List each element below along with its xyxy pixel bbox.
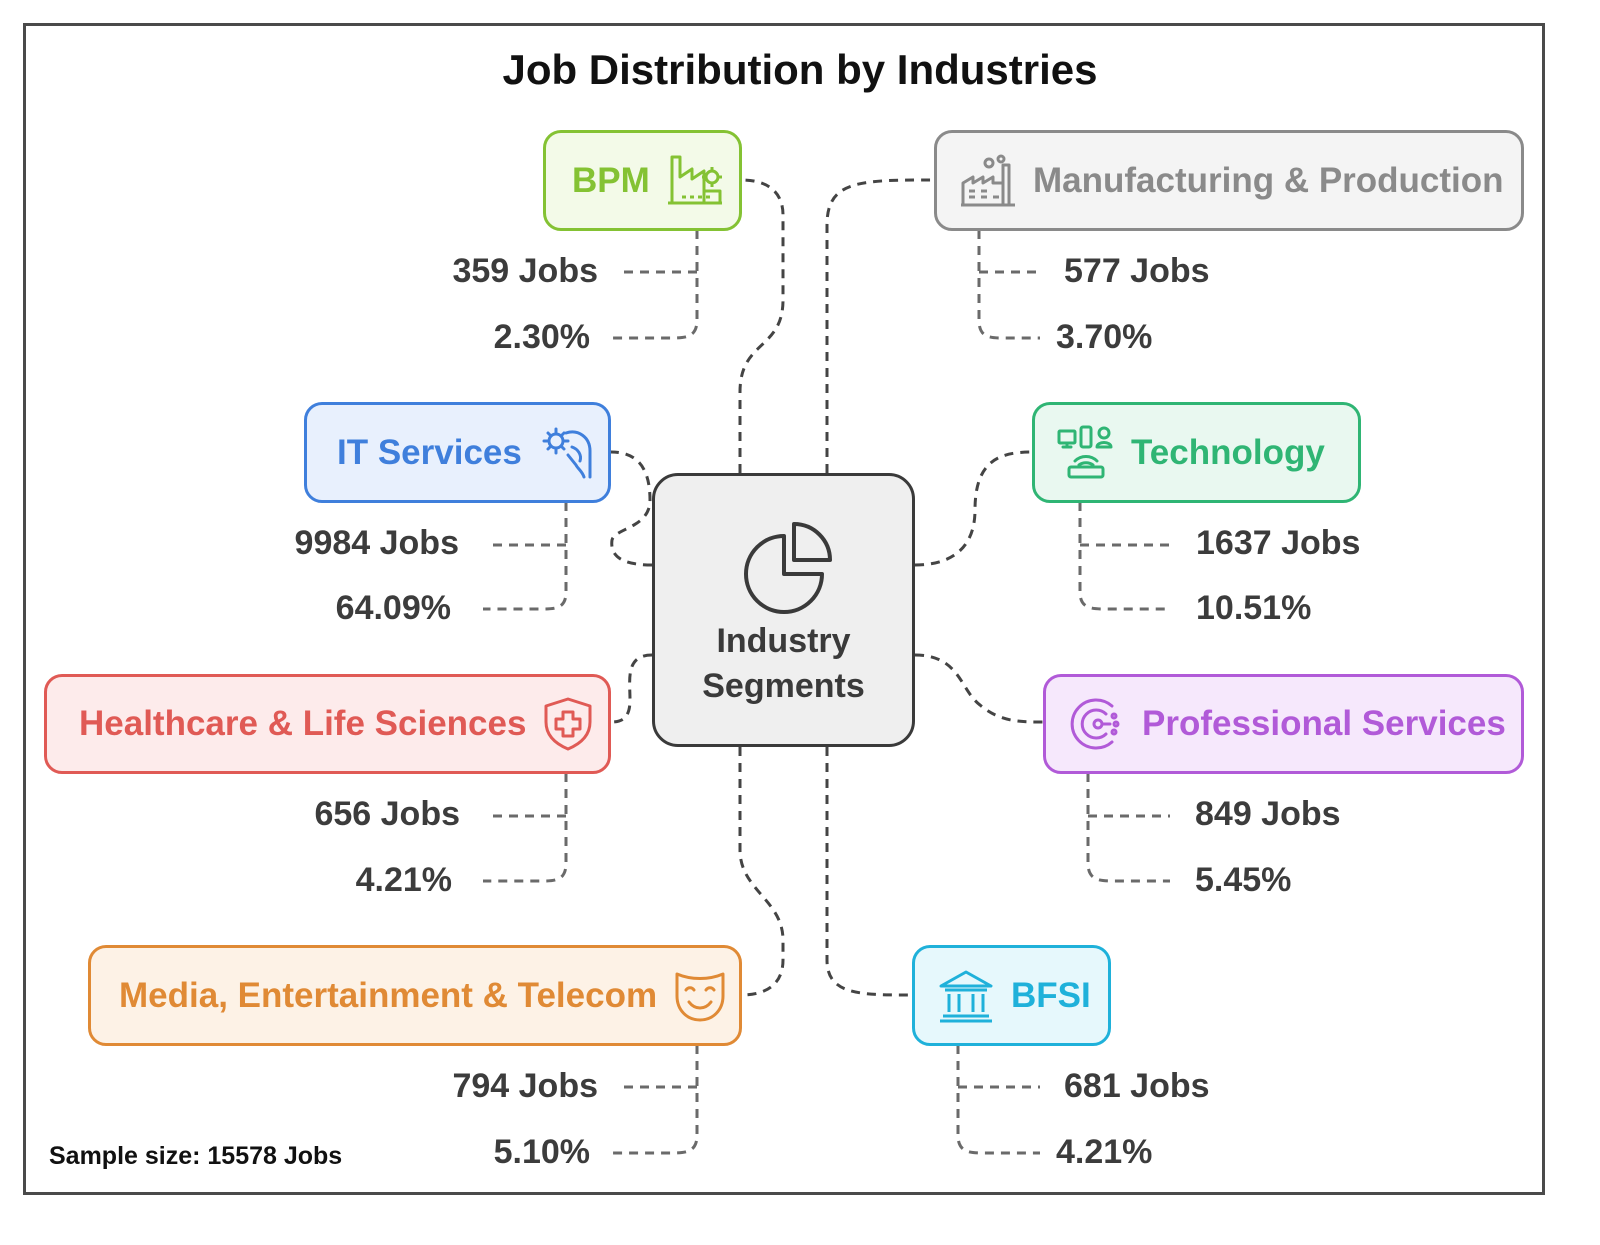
hand-gear-icon	[542, 427, 592, 478]
segment-box-media: Media, Entertainment & Telecom	[88, 945, 742, 1046]
pie-chart-icon	[744, 522, 832, 614]
stat-pct-professional: 5.45%	[1195, 861, 1292, 899]
stat-pct-bpm: 2.30%	[493, 318, 590, 356]
stat-jobs-media: 794 Jobs	[452, 1067, 598, 1105]
segment-label-healthcare: Healthcare & Life Sciences	[79, 704, 527, 743]
stat-pct-manufacturing: 3.70%	[1056, 318, 1153, 356]
segment-label-manufacturing: Manufacturing & Production	[1033, 160, 1504, 200]
segment-box-bpm: BPM	[543, 130, 742, 231]
stat-line-manufacturing	[977, 230, 1040, 340]
segment-label-technology: Technology	[1131, 432, 1325, 472]
connector-bfsi	[825, 747, 913, 997]
segment-label-bpm: BPM	[572, 160, 650, 200]
stat-line-technology	[1078, 502, 1170, 611]
stat-jobs-manufacturing: 577 Jobs	[1064, 252, 1210, 290]
bank-icon	[939, 970, 993, 1022]
stat-pct-technology: 10.51%	[1196, 589, 1312, 627]
connector-manufacturing	[825, 178, 935, 473]
shield-cross-icon	[544, 697, 592, 751]
segment-label-bfsi: BFSI	[1011, 975, 1091, 1015]
stat-pct-it: 64.09%	[335, 589, 451, 627]
stat-jobs-bpm: 359 Jobs	[452, 252, 598, 290]
industry-segments-node: Industry Segments	[652, 473, 915, 747]
stat-pct-media: 5.10%	[493, 1133, 590, 1171]
stat-jobs-it: 9984 Jobs	[294, 524, 459, 562]
segment-box-technology: Technology	[1032, 402, 1361, 503]
stat-jobs-bfsi: 681 Jobs	[1064, 1067, 1210, 1105]
stat-line-bfsi	[956, 1045, 1040, 1155]
stat-jobs-professional: 849 Jobs	[1195, 795, 1341, 833]
segment-label-media: Media, Entertainment & Telecom	[119, 975, 658, 1015]
mask-icon	[675, 972, 725, 1021]
diagram-title: Job Distribution by Industries	[502, 46, 1098, 93]
center-label-line2: Segments	[702, 667, 865, 705]
stat-line-professional	[1086, 773, 1170, 883]
segment-label-professional: Professional Services	[1142, 704, 1506, 743]
stat-line-it	[483, 502, 568, 611]
center-label-line1: Industry	[716, 622, 851, 660]
connector-technology	[914, 450, 1033, 567]
sample-size-note: Sample size: 15578 Jobs	[49, 1142, 343, 1170]
stat-jobs-healthcare: 656 Jobs	[314, 795, 460, 833]
stat-line-healthcare	[483, 773, 568, 883]
connector-healthcare	[610, 653, 653, 724]
stat-jobs-technology: 1637 Jobs	[1196, 524, 1361, 562]
segment-box-manufacturing: Manufacturing & Production	[934, 130, 1524, 231]
connector-professional	[914, 653, 1044, 724]
stat-line-bpm	[612, 230, 699, 340]
factory-gear-icon	[667, 155, 722, 204]
connector-media	[738, 747, 785, 997]
stat-pct-bfsi: 4.21%	[1056, 1133, 1153, 1171]
connector-bpm	[738, 178, 785, 473]
segment-box-professional: Professional Services	[1043, 674, 1524, 774]
service-c-icon	[1070, 698, 1120, 750]
devices-router-icon	[1057, 425, 1113, 478]
stat-pct-healthcare: 4.21%	[355, 861, 452, 899]
segment-box-it: IT Services	[304, 402, 611, 503]
diagram-frame	[23, 23, 1545, 1195]
stat-line-media	[612, 1045, 699, 1155]
connector-it	[610, 450, 653, 567]
segment-box-healthcare: Healthcare & Life Sciences	[44, 674, 611, 774]
factory-icon	[961, 154, 1015, 206]
segment-box-bfsi: BFSI	[912, 945, 1111, 1046]
segment-label-it: IT Services	[337, 432, 522, 472]
